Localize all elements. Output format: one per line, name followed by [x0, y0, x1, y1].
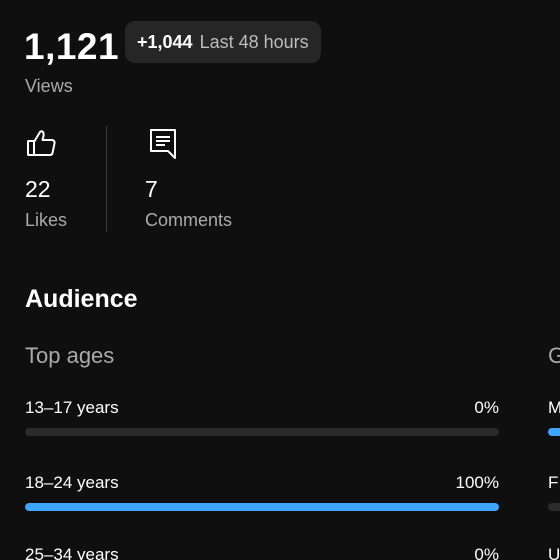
age-percent: 100% — [455, 473, 499, 492]
age-bar-track — [25, 503, 499, 511]
stats-divider — [106, 126, 107, 232]
next-column-label-fragment: M — [548, 398, 560, 417]
age-bar-fill — [25, 503, 499, 511]
likes-count: 22 — [25, 176, 51, 202]
age-percent: 0% — [474, 545, 499, 560]
comments-label: Comments — [145, 210, 233, 230]
next-column-row: F — [548, 473, 560, 511]
next-column-row: U — [548, 545, 560, 560]
next-column-row: M — [548, 398, 560, 436]
next-column-bar-fill — [548, 428, 560, 436]
age-label: 18–24 years — [25, 473, 119, 492]
next-column-label-fragment: F — [548, 473, 559, 492]
views-delta-chip[interactable]: +1,044 Last 48 hours — [125, 21, 321, 63]
views-delta-period: Last 48 hours — [199, 31, 309, 52]
comments-stat: 7 Comments — [145, 126, 232, 230]
age-row: 13–17 years 0% — [25, 398, 499, 438]
age-bar-track — [25, 428, 499, 436]
next-column-bar-track — [548, 428, 560, 436]
age-row: 18–24 years 100% — [25, 473, 499, 513]
next-column-label-fragment: U — [548, 545, 560, 560]
next-column-heading-fragment: G — [548, 343, 560, 368]
comment-icon — [150, 129, 176, 159]
likes-stat: 22 Likes — [25, 126, 67, 230]
views-count: 1,121 — [24, 26, 120, 67]
age-label: 25–34 years — [25, 545, 119, 560]
views-delta-value: +1,044 — [137, 31, 193, 52]
thumbs-up-icon — [27, 130, 56, 156]
views-label: Views — [25, 76, 73, 96]
next-column-bar-track — [548, 503, 560, 511]
age-row: 25–34 years 0% — [25, 545, 499, 560]
age-percent: 0% — [474, 398, 499, 417]
audience-heading: Audience — [25, 285, 138, 313]
top-ages-heading: Top ages — [25, 343, 115, 368]
likes-label: Likes — [25, 210, 68, 230]
age-label: 13–17 years — [25, 398, 119, 417]
comments-count: 7 — [145, 176, 158, 202]
